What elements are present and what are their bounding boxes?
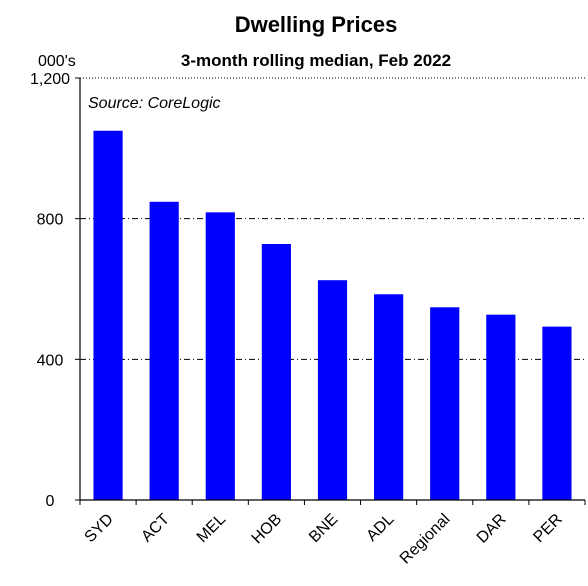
y-tick-label: 800 bbox=[37, 212, 64, 229]
source-annotation: Source: CoreLogic bbox=[88, 95, 221, 112]
chart-title: Dwelling Prices bbox=[235, 12, 398, 37]
x-tick-label: HOB bbox=[249, 511, 286, 548]
x-tick-label: DAR bbox=[474, 511, 510, 547]
x-tick-label: PER bbox=[530, 511, 565, 546]
bar-bne bbox=[317, 280, 348, 500]
x-tick-label: MEL bbox=[194, 511, 229, 546]
x-tick-label: ACT bbox=[138, 511, 173, 546]
bar-adl bbox=[374, 294, 404, 500]
bar-regional bbox=[430, 307, 460, 500]
x-tick-label: ADL bbox=[363, 511, 397, 545]
y-tick-label: 0 bbox=[46, 493, 55, 510]
chart-subtitle: 3-month rolling median, Feb 2022 bbox=[181, 51, 451, 70]
bar-syd bbox=[93, 130, 123, 500]
bar-act bbox=[149, 201, 179, 500]
bar-hob bbox=[261, 243, 291, 500]
plot-area: 0 400 800 1,200 SYD ACT MEL HOB BNE ADL Regional DA… bbox=[30, 71, 586, 568]
x-tick-label: Regional bbox=[397, 511, 454, 568]
y-tick-label: 1,200 bbox=[30, 71, 70, 88]
y-tick-label: 400 bbox=[37, 352, 64, 369]
x-tick-label: SYD bbox=[82, 511, 117, 546]
bar-dar bbox=[486, 314, 516, 500]
y-axis-unit-label: 000's bbox=[38, 53, 76, 70]
bar-mel bbox=[205, 212, 235, 500]
bar-per bbox=[542, 326, 572, 500]
x-tick-label: BNE bbox=[306, 511, 341, 546]
